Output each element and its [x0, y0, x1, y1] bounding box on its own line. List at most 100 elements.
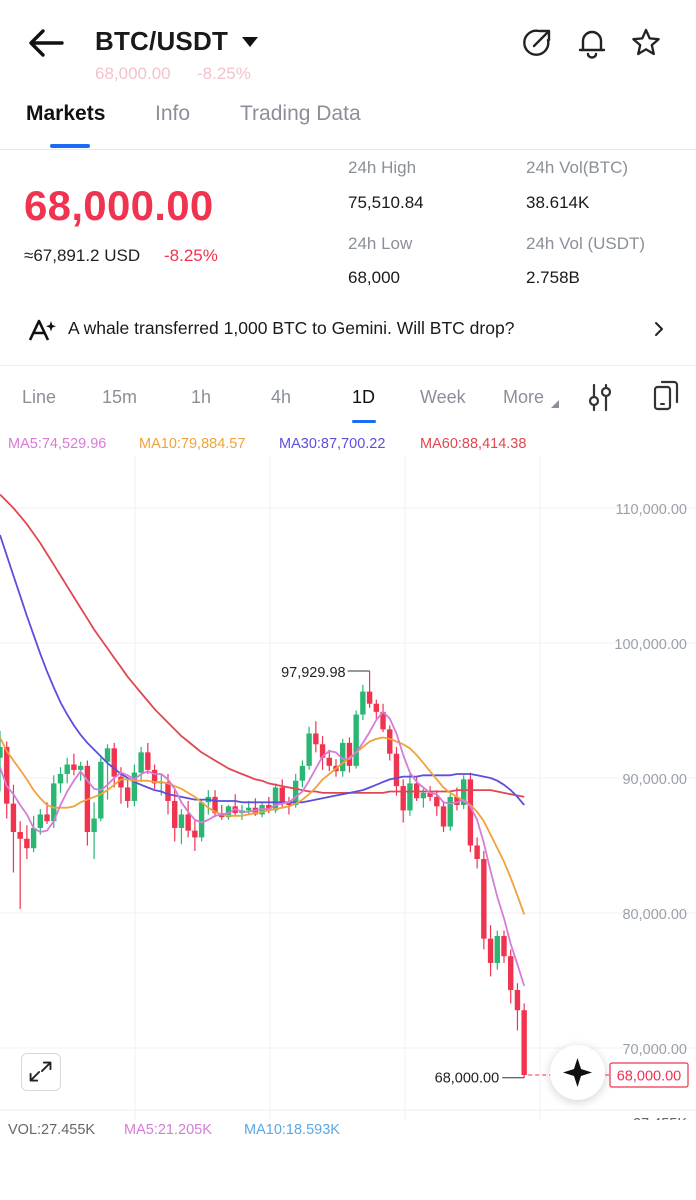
tab-trading-data[interactable]: Trading Data: [240, 102, 361, 125]
candle-body: [521, 1010, 527, 1075]
interval-week[interactable]: Week: [420, 387, 466, 407]
volume-max-label: 27.455K: [633, 1116, 687, 1120]
interval-1d[interactable]: 1D: [352, 387, 376, 407]
stat-label-24h-vol-btc: 24h Vol(BTC): [526, 158, 629, 177]
candle-body: [434, 796, 440, 807]
ma10-line: [0, 736, 526, 915]
candle-body: [440, 806, 447, 827]
ma60-legend: MA60:88,414.38: [420, 436, 527, 452]
tab-markets[interactable]: Markets: [26, 102, 106, 125]
y-axis-tick-label: 80,000.00: [622, 907, 687, 923]
interval-4h[interactable]: 4h: [271, 387, 292, 407]
stat-label-24h-vol-usdt: 24h Vol (USDT): [526, 234, 646, 253]
tab-info[interactable]: Info: [155, 102, 191, 125]
pair-selector[interactable]: BTC/USDT: [95, 26, 229, 56]
bell-icon[interactable]: [576, 26, 608, 60]
candle-body: [387, 729, 393, 754]
chevron-right-icon[interactable]: [652, 320, 666, 338]
candle-body: [353, 714, 359, 766]
current-price-label: 68,000.00: [617, 1069, 682, 1085]
candle-body: [37, 814, 44, 828]
header-change-faded: -8.25%: [197, 64, 251, 83]
y-axis-tick-label: 70,000.00: [622, 1042, 687, 1058]
candle-body: [185, 814, 191, 831]
candle-body: [165, 782, 171, 801]
candle-body: [212, 796, 218, 814]
stat-label-24h-low: 24h Low: [348, 234, 413, 253]
star-icon[interactable]: [630, 26, 662, 60]
candle-body: [91, 818, 97, 832]
y-axis-tick-label: 100,000.00: [614, 637, 687, 653]
candle-body: [145, 752, 151, 770]
indicator-settings-icon[interactable]: [587, 382, 613, 412]
sparkle-icon: [563, 1058, 592, 1087]
low-price-annotation: 68,000.00: [435, 1071, 500, 1087]
back-arrow-icon[interactable]: [26, 26, 66, 60]
candle-body: [266, 805, 272, 811]
candle-body: [151, 769, 158, 784]
y-axis-tick-label: 90,000.00: [622, 772, 687, 788]
ma5-legend: MA5:74,529.96: [8, 436, 107, 452]
candle-body: [24, 838, 30, 849]
share-icon[interactable]: [521, 26, 553, 60]
candle-body: [225, 806, 232, 818]
candle-body: [313, 733, 319, 745]
candle-body: [460, 779, 467, 805]
expand-icon: [29, 1061, 52, 1082]
tab-active-indicator: [50, 144, 90, 148]
candle-body: [131, 772, 138, 801]
caret-down-icon[interactable]: [241, 35, 259, 49]
caret-down-icon[interactable]: [551, 400, 559, 408]
candle-body: [487, 938, 494, 963]
header-price-faded: 68,000.00: [95, 64, 171, 83]
candle-body: [400, 786, 406, 811]
stat-label-24h-high: 24h High: [348, 158, 417, 177]
ma30-legend: MA30:87,700.22: [279, 436, 386, 452]
interval-1h[interactable]: 1h: [191, 387, 212, 407]
interval-line[interactable]: Line: [22, 387, 57, 407]
candle-body: [319, 744, 326, 758]
volume-ma5-legend: MA5:21.205K: [124, 1122, 212, 1138]
candle-body: [138, 752, 144, 773]
ma60-line: [0, 493, 525, 798]
candle-body: [286, 802, 292, 805]
candle-body: [272, 787, 279, 811]
candle-body: [77, 765, 84, 770]
interval-15m[interactable]: 15m: [102, 387, 138, 407]
candlestick-chart[interactable]: 110,000.00 100,000.00 90,000.00 80,000.00 70…: [0, 455, 696, 1120]
candle-body: [4, 746, 10, 804]
candle-body: [360, 691, 366, 715]
candle-body: [192, 830, 198, 838]
fullscreen-button[interactable]: [21, 1053, 61, 1091]
ai-assistant-button[interactable]: [550, 1045, 605, 1100]
candle-body: [198, 802, 205, 838]
candle-body: [326, 757, 332, 766]
candle-body: [306, 733, 312, 766]
candle-body: [447, 796, 453, 827]
candle-body: [124, 787, 131, 801]
interval-divider: [0, 365, 696, 366]
candle-body: [0, 746, 3, 758]
ma10-legend: MA10:79,884.57: [139, 436, 246, 452]
candle-body: [393, 753, 400, 787]
stat-value-24h-low: 68,000: [348, 268, 400, 287]
candle-body: [172, 800, 178, 828]
candle-body: [346, 742, 353, 766]
candle-body: [292, 780, 299, 805]
landscape-mode-icon[interactable]: [652, 380, 680, 412]
news-headline[interactable]: A whale transferred 1,000 BTC to Gemini.…: [68, 318, 515, 338]
candle-body: [501, 935, 507, 957]
current-price-tag: [609, 1062, 689, 1088]
candle-body: [514, 989, 521, 1011]
candle-body: [474, 845, 480, 859]
last-price: 68,000.00: [24, 182, 214, 229]
candle-body: [494, 935, 500, 963]
interval-more[interactable]: More: [503, 387, 545, 407]
stat-value-24h-vol-btc: 38.614K: [526, 193, 590, 212]
candle-body: [427, 792, 433, 797]
candle-body: [366, 691, 373, 704]
candle-body: [508, 956, 514, 990]
candle-body: [420, 792, 427, 799]
candle-body: [340, 742, 346, 772]
candle-body: [373, 703, 380, 712]
